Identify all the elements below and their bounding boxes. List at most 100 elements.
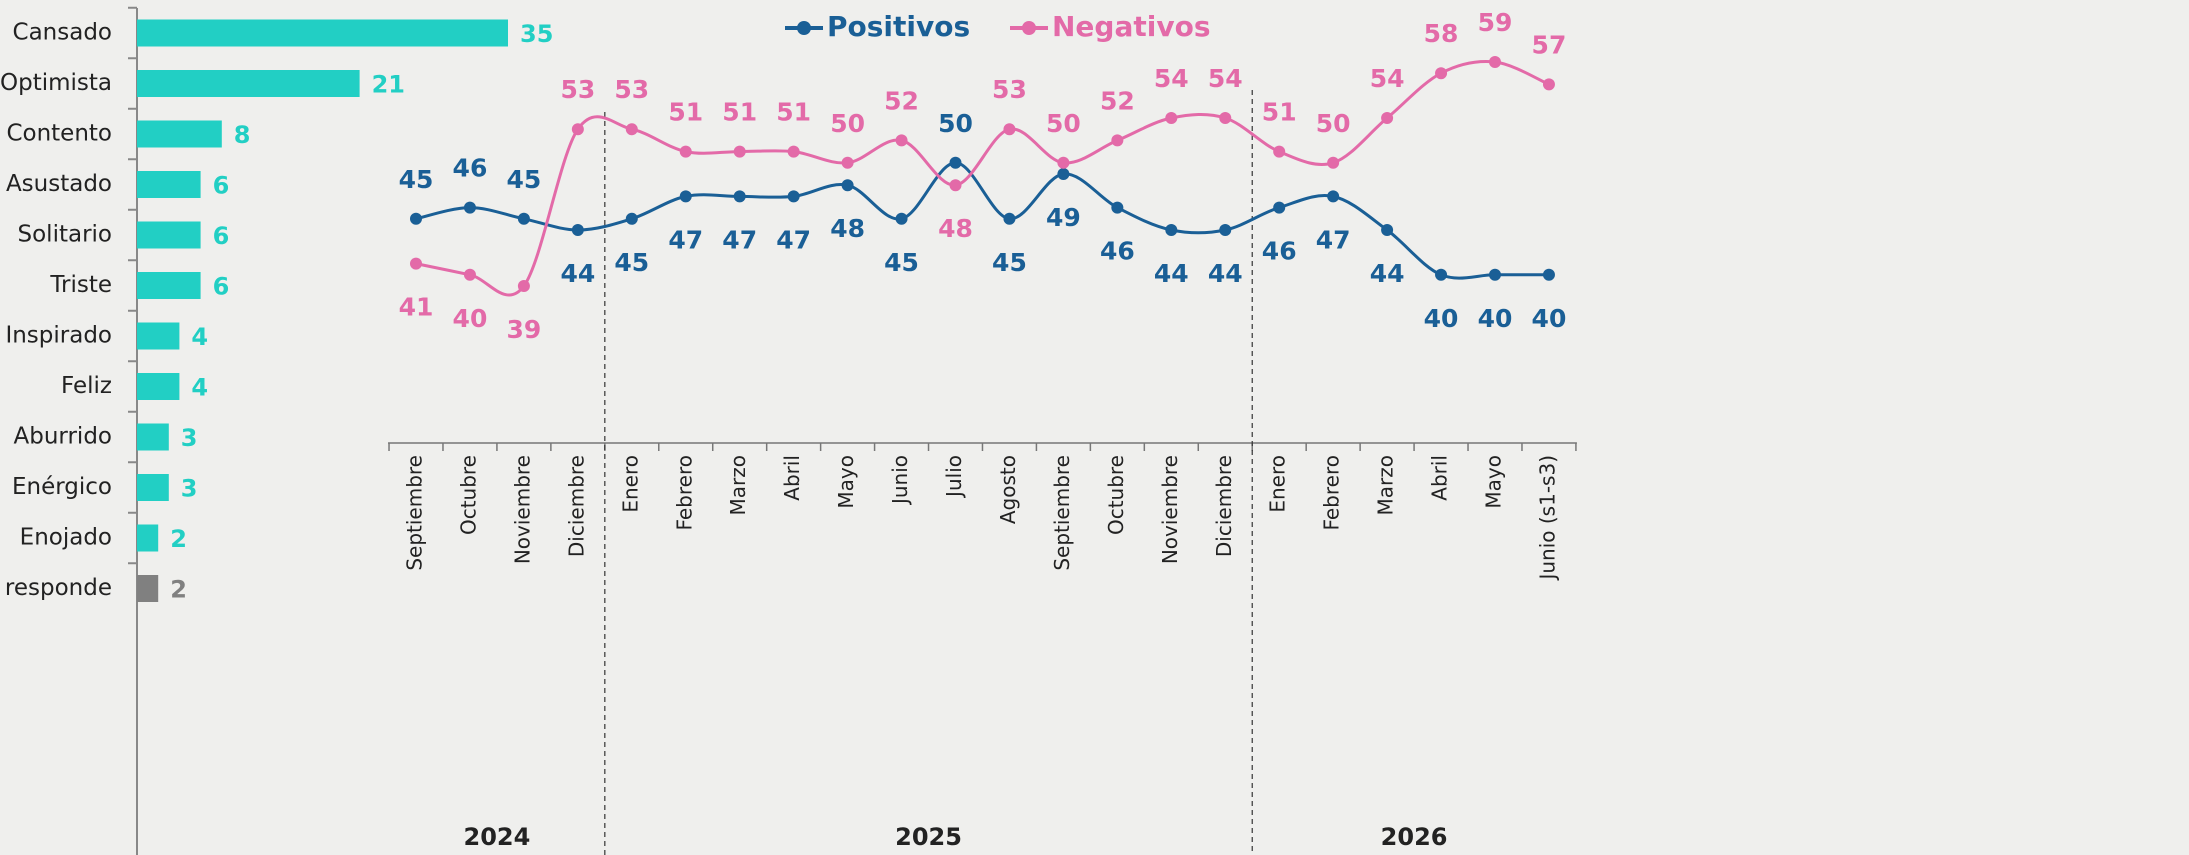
x-tick-label: Noviembre <box>510 455 534 564</box>
x-tick-label: Noviembre <box>1158 455 1182 564</box>
point-label: 51 <box>776 98 811 127</box>
point <box>571 123 584 136</box>
point-label: 48 <box>938 214 973 243</box>
series-line <box>415 161 1549 280</box>
point-label: 44 <box>1208 259 1243 288</box>
point-label: 40 <box>1424 304 1459 333</box>
category-label: Triste <box>49 272 112 298</box>
point <box>1273 145 1286 158</box>
category-label: No responde <box>0 575 112 601</box>
category-label: Contento <box>6 121 112 147</box>
point <box>625 123 638 136</box>
point-label: 47 <box>722 225 757 254</box>
point <box>1489 56 1501 68</box>
point <box>1111 201 1124 214</box>
group-label: 2026 <box>1381 823 1448 851</box>
point-label: 48 <box>830 214 865 243</box>
point <box>841 156 854 169</box>
point-label: 58 <box>1424 19 1459 48</box>
point <box>1327 156 1340 169</box>
point-label: 40 <box>1532 304 1567 333</box>
category-label: Optimista <box>0 70 112 96</box>
point <box>1542 268 1555 281</box>
legend-label: Negativos <box>1052 10 1211 43</box>
bar <box>137 70 360 97</box>
point <box>463 201 476 214</box>
point <box>733 145 746 158</box>
x-tick-label: Octubre <box>1104 455 1128 535</box>
point-label: 39 <box>507 315 542 344</box>
legend-label: Positivos <box>827 10 970 43</box>
legend-dot <box>797 21 811 35</box>
point <box>1165 224 1178 236</box>
point-label: 51 <box>1262 98 1297 127</box>
point-label: 45 <box>507 165 542 194</box>
point-label: 57 <box>1532 30 1567 59</box>
point-label: 40 <box>1478 304 1513 333</box>
point <box>1111 134 1124 147</box>
point <box>625 212 638 225</box>
point <box>841 179 854 192</box>
point <box>949 179 962 192</box>
point-label: 46 <box>453 154 488 183</box>
point <box>1003 123 1016 136</box>
point <box>1542 78 1555 91</box>
point-label: 50 <box>830 109 865 138</box>
category-label: Inspirado <box>5 323 112 349</box>
category-label: Feliz <box>61 373 112 399</box>
point-label: 45 <box>614 248 649 277</box>
point <box>410 212 422 225</box>
bar <box>137 221 201 249</box>
category-label: Asustado <box>6 171 112 197</box>
point <box>895 134 908 147</box>
point-label: 54 <box>1208 64 1243 93</box>
x-tick-label: Septiembre <box>403 455 427 571</box>
x-tick-label: Mayo <box>1482 455 1506 509</box>
point <box>463 268 476 281</box>
bar <box>137 474 169 501</box>
group-label: 2025 <box>895 823 962 851</box>
point-label: 41 <box>399 293 434 322</box>
point-label: 50 <box>938 109 973 138</box>
point-label: 45 <box>884 248 919 277</box>
point <box>787 190 800 203</box>
point-label: 52 <box>884 86 919 115</box>
point <box>895 212 908 225</box>
point <box>1327 190 1340 203</box>
category-label: Enérgico <box>12 474 112 500</box>
x-tick-label: Junio (s1-s3) <box>1535 455 1559 582</box>
point-label: 47 <box>776 225 811 254</box>
bar <box>137 524 159 552</box>
bar <box>137 423 169 451</box>
point <box>1381 112 1394 124</box>
value-label: 4 <box>191 374 208 402</box>
bar <box>137 120 222 148</box>
point <box>571 224 584 236</box>
point-label: 47 <box>668 225 703 254</box>
bar <box>137 322 180 350</box>
value-label: 6 <box>213 172 230 200</box>
point-label: 47 <box>1316 225 1351 254</box>
x-tick-label: Abril <box>780 455 804 501</box>
point-label: 50 <box>1316 109 1351 138</box>
point <box>1381 224 1394 236</box>
point <box>1219 112 1232 124</box>
bar <box>137 171 201 198</box>
value-label: 8 <box>234 121 251 149</box>
group-label: 2024 <box>464 823 531 851</box>
x-tick-label: Octubre <box>456 455 480 535</box>
point <box>517 212 530 225</box>
point <box>949 156 962 169</box>
point <box>1057 156 1070 169</box>
point-label: 44 <box>560 259 595 288</box>
point <box>1057 168 1070 180</box>
point-label: 49 <box>1046 203 1081 232</box>
point-label: 51 <box>722 98 757 127</box>
bar <box>137 272 201 299</box>
x-tick-label: Enero <box>618 455 642 513</box>
point-label: 51 <box>668 98 703 127</box>
category-label: Solitario <box>18 222 112 248</box>
x-tick-label: Septiembre <box>1050 455 1074 571</box>
